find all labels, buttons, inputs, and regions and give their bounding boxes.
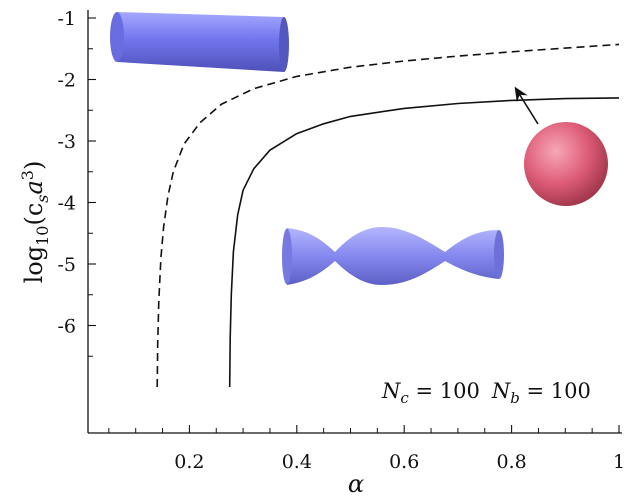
x-tick-label: 1 xyxy=(613,451,625,473)
transition-arrow xyxy=(514,86,539,125)
y-tick-label: -6 xyxy=(57,316,76,338)
tick-labels: 0.2 0.4 0.6 0.8 1 -1 -2 -3 -4 -5 -6 xyxy=(57,8,625,473)
x-axis-title: α xyxy=(348,470,364,498)
x-tick-label: 0.2 xyxy=(174,451,204,473)
x-tick-label: 0.8 xyxy=(496,451,526,473)
y-tick-label: -4 xyxy=(57,193,76,215)
y-tick-label: -2 xyxy=(57,70,76,92)
x-tick-label: 0.4 xyxy=(282,451,312,473)
y-tick-label: -5 xyxy=(57,254,76,276)
y-axis-title: log10(csa3) xyxy=(18,161,52,284)
series-lines xyxy=(156,43,620,388)
pearling-tube-illustration xyxy=(282,227,504,285)
x-tick-label: 0.6 xyxy=(389,451,419,473)
sphere-illustration xyxy=(524,122,608,206)
cylinder-illustration xyxy=(110,12,289,72)
parameter-annotation: Nc = 100 Nb = 100 xyxy=(381,379,591,407)
y-tick-label: -3 xyxy=(57,131,76,153)
tick-marks xyxy=(88,17,620,433)
y-tick-label: -1 xyxy=(57,8,76,30)
dashed-boundary-line xyxy=(156,43,620,388)
solid-boundary-line xyxy=(228,97,620,388)
